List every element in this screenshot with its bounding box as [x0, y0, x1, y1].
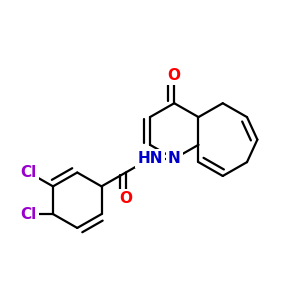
Text: Cl: Cl — [21, 165, 37, 180]
Text: Cl: Cl — [21, 207, 37, 222]
Text: N: N — [168, 151, 181, 166]
Text: O: O — [168, 68, 181, 83]
Text: HN: HN — [137, 151, 163, 166]
Text: O: O — [119, 191, 132, 206]
